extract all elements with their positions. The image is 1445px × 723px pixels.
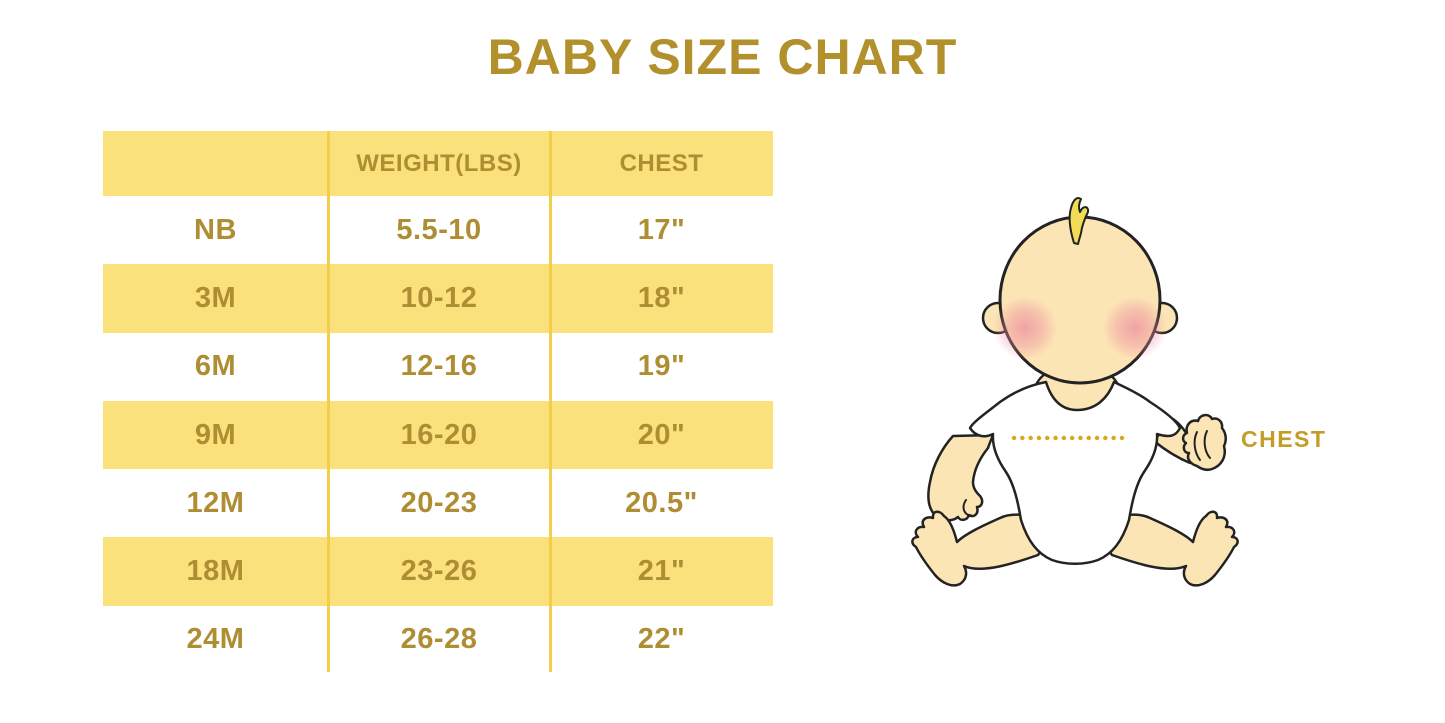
baby-svg: CHEST xyxy=(911,197,1326,587)
chest-value: 19" xyxy=(637,350,686,383)
size-table: WEIGHT(LBS) CHEST NB 5.5-10 17" 3M 10-12… xyxy=(103,131,773,674)
chest-value: 21" xyxy=(637,555,686,588)
baby-right-leg xyxy=(1101,510,1239,587)
size-label: 6M xyxy=(194,350,237,383)
baby-fist-knuckle-crease xyxy=(1193,431,1201,461)
column-divider xyxy=(327,131,330,672)
table-row: 12M 20-23 20.5" xyxy=(103,469,773,537)
chest-value: 18" xyxy=(637,281,686,314)
baby-left-cheek-blush xyxy=(993,296,1057,360)
weight-value: 12-16 xyxy=(400,350,478,383)
table-row: 24M 26-28 22" xyxy=(103,606,773,674)
header-size xyxy=(103,131,328,196)
size-label: 12M xyxy=(186,486,245,519)
baby-left-hand-crease xyxy=(962,499,969,516)
weight-value: 5.5-10 xyxy=(396,213,482,246)
size-label: 24M xyxy=(186,623,245,656)
table-row: 18M 23-26 21" xyxy=(103,537,773,606)
baby-hair-curl xyxy=(1068,197,1090,245)
header-weight: WEIGHT(LBS) xyxy=(356,149,522,177)
size-label: 18M xyxy=(186,555,245,588)
size-label: 9M xyxy=(194,418,237,451)
weight-value: 20-23 xyxy=(400,486,478,519)
chest-value: 22" xyxy=(637,623,686,656)
baby-illustration: CHEST xyxy=(870,170,1340,600)
weight-value: 23-26 xyxy=(400,555,478,588)
baby-left-leg xyxy=(911,510,1049,587)
table-row: NB 5.5-10 17" xyxy=(103,196,773,264)
table-row: 6M 12-16 19" xyxy=(103,333,773,401)
page-title: BABY SIZE CHART xyxy=(487,29,958,85)
table-row: 3M 10-12 18" xyxy=(103,264,773,333)
header-chest: CHEST xyxy=(619,149,704,177)
baby-right-cheek-blush xyxy=(1103,296,1167,360)
chest-value: 20" xyxy=(637,418,686,451)
table-header-row: WEIGHT(LBS) CHEST xyxy=(103,131,773,196)
baby-left-arm xyxy=(927,433,995,522)
baby-fist-thumb-crease xyxy=(1203,430,1211,459)
size-label: NB xyxy=(194,213,237,246)
table-row: 9M 16-20 20" xyxy=(103,400,773,470)
weight-value: 16-20 xyxy=(400,418,478,451)
chest-label: CHEST xyxy=(1241,426,1326,452)
chest-value: 20.5" xyxy=(625,486,698,519)
weight-value: 26-28 xyxy=(400,623,478,656)
baby-onesie xyxy=(968,380,1182,565)
weight-value: 10-12 xyxy=(400,281,478,314)
column-divider xyxy=(549,131,552,672)
chest-value: 17" xyxy=(637,213,686,246)
size-label: 3M xyxy=(194,281,237,314)
